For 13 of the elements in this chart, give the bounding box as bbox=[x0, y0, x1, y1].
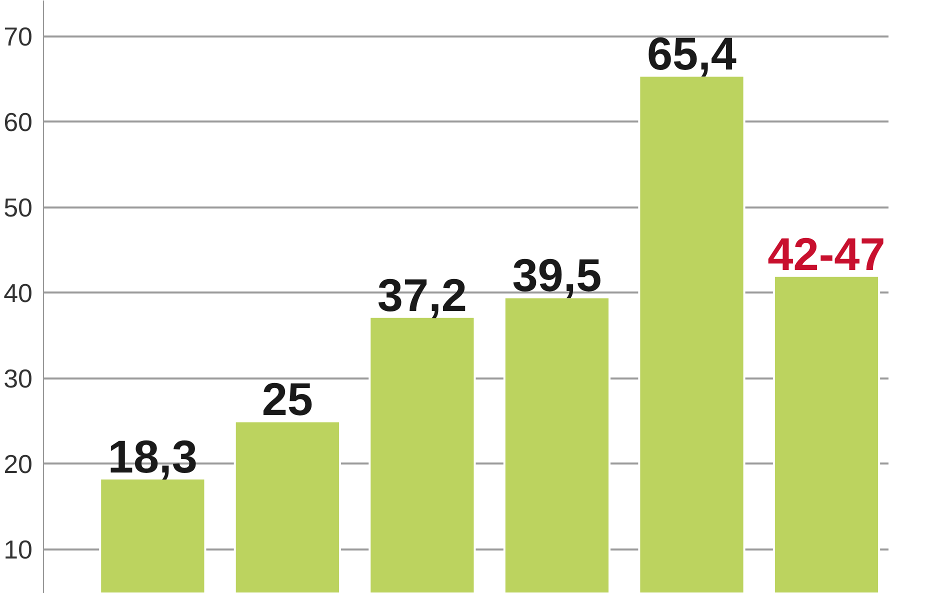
data-label: 65,4 bbox=[646, 28, 737, 80]
data-label: 25 bbox=[262, 373, 314, 426]
data-label: 42-47 bbox=[768, 228, 886, 280]
y-tick-label: 40 bbox=[4, 278, 32, 308]
data-label: 18,3 bbox=[108, 430, 198, 482]
y-tick-label: 20 bbox=[4, 448, 32, 479]
y-tick-label: 60 bbox=[4, 106, 32, 137]
data-label: 37,2 bbox=[377, 268, 467, 321]
y-tick-label: 30 bbox=[4, 363, 32, 394]
y-tick-label: 50 bbox=[4, 192, 32, 222]
y-tick-label: 70 bbox=[4, 21, 32, 52]
y-tick-label: 10 bbox=[4, 534, 32, 564]
data-label: 39,5 bbox=[512, 249, 602, 302]
